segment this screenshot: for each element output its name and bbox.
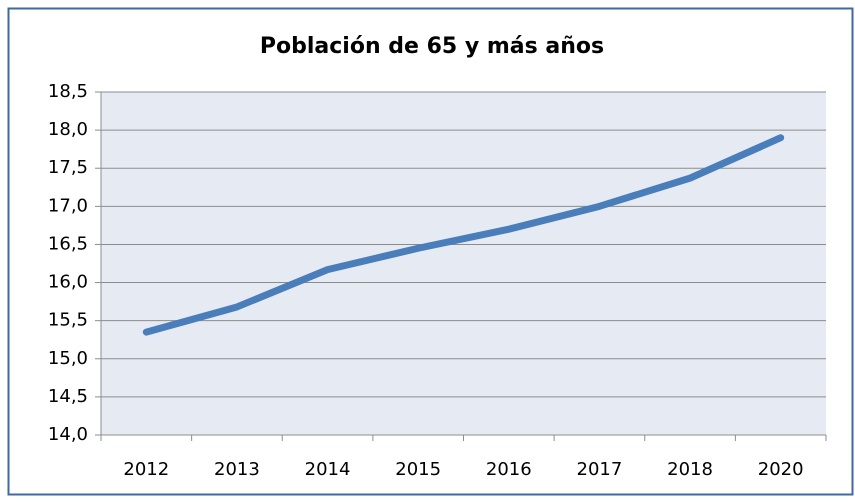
plot-area xyxy=(101,92,826,435)
y-tick-label: 18,5 xyxy=(48,81,88,102)
y-tick-label: 15,5 xyxy=(48,310,88,331)
x-tick-label: 2012 xyxy=(123,459,169,480)
chart-title: Población de 65 y más años xyxy=(260,34,604,59)
y-tick-label: 16,0 xyxy=(48,272,88,293)
x-tick-label: 2020 xyxy=(758,459,804,480)
x-tick-label: 2015 xyxy=(395,459,441,480)
y-tick-label: 15,0 xyxy=(48,348,88,369)
x-tick-label: 2017 xyxy=(577,459,623,480)
x-tick-label: 2014 xyxy=(305,459,351,480)
x-tick-label: 2013 xyxy=(214,459,260,480)
x-tick-label: 2016 xyxy=(486,459,532,480)
y-tick-label: 18,0 xyxy=(48,119,88,140)
y-tick-label: 14,0 xyxy=(48,424,88,445)
data-line xyxy=(142,134,785,336)
y-tick-label: 17,5 xyxy=(48,157,88,178)
y-tick-label: 14,5 xyxy=(48,386,88,407)
y-tick-label: 17,0 xyxy=(48,195,88,216)
x-tick-label: 2018 xyxy=(667,459,713,480)
y-tick-label: 16,5 xyxy=(48,233,88,254)
